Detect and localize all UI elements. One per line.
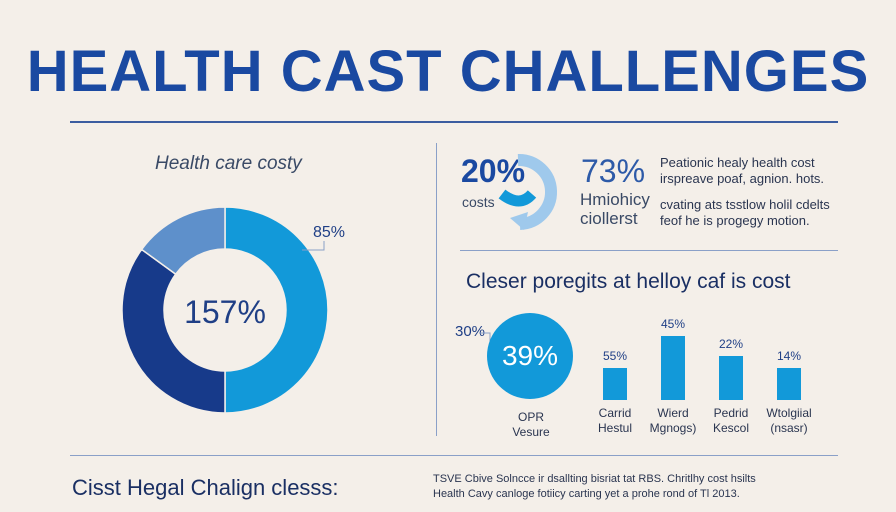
note-top-line1: Peationic healy health cost [660, 155, 815, 170]
bar-category-label-0-0: Carrid [599, 406, 632, 420]
bar-category-label-1-1: Mgnogs) [650, 421, 697, 435]
percent-circle [487, 313, 573, 399]
bar-2 [719, 356, 743, 400]
bar-value-label-1: 45% [661, 317, 685, 331]
percent-circle-caption-line1: OPR [517, 410, 544, 424]
bottom-divider [70, 455, 838, 456]
vertical-divider [436, 143, 437, 436]
bottom-footnote: TSVE Cbive Solncce ir dsallting bisriat … [433, 472, 756, 502]
donut-slice-0 [224, 206, 329, 414]
donut-slice-1 [121, 248, 226, 414]
bar-0 [603, 368, 627, 400]
bar-category-label-3-0: Wtolgiial [766, 406, 811, 420]
bar-category-label-2-1: Kescol [713, 421, 749, 435]
donut-callout-label: 85% [313, 224, 346, 241]
bar-1 [661, 336, 685, 400]
bar-value-label-2: 22% [719, 337, 743, 351]
page-title: HEALTH CAST CHALLENGES [26, 39, 870, 104]
side-percent-label: 30% [455, 323, 486, 340]
right-divider [460, 250, 838, 251]
stat-20-value: 20% [461, 153, 526, 189]
stat-73-value: 73% [581, 153, 646, 189]
donut-slice-2 [140, 206, 226, 276]
bottom-heading: Cisst Hegal Chalign clesss: [72, 475, 339, 500]
stat-20-label: costs [462, 194, 495, 210]
bar-value-label-0: 55% [603, 349, 627, 363]
bar-chart-title: Cleser poregits at helloy caf is cost [466, 270, 791, 293]
bar-category-label-3-1: (nsasr) [770, 421, 807, 435]
stat-73-label-line2: ciollerst [580, 209, 638, 228]
top-divider [70, 121, 838, 123]
circular-arrow-icon [498, 153, 557, 230]
note-bottom-line1: cvating ats tsstlow holil cdelts [660, 197, 830, 212]
note-top: Peationic healy health cost irspreave po… [660, 155, 824, 187]
bar-3 [777, 368, 801, 400]
bar-category-label-0-1: Hestul [598, 421, 632, 435]
stat-73-label-line1: Hmiohicy [580, 190, 650, 209]
note-bottom: cvating ats tsstlow holil cdelts feof he… [660, 197, 830, 229]
percent-circle-caption-line2: Vesure [512, 425, 550, 439]
stat-73-label: Hmiohicy ciollerst [580, 190, 650, 228]
note-bottom-line2: feof he is progegy motion. [660, 213, 810, 228]
donut-chart [121, 206, 329, 414]
donut-center-label: 157% [184, 294, 266, 330]
bar-category-label-1-0: Wierd [657, 406, 688, 420]
percent-circle-caption: OPR Vesure [500, 410, 562, 440]
bottom-footnote-line1: TSVE Cbive Solncce ir dsallting bisriat … [433, 473, 756, 485]
bottom-footnote-line2: Health Cavy canloge fotiicy carting yet … [433, 488, 740, 500]
donut-chart-title: Health care costy [155, 153, 302, 174]
bar-category-label-2-0: Pedrid [714, 406, 749, 420]
callout-leader-line [302, 241, 325, 251]
bar-value-label-3: 14% [777, 349, 801, 363]
percent-circle-value: 39% [501, 340, 559, 371]
note-top-line2: irspreave poaf, agnion. hots. [660, 171, 825, 186]
